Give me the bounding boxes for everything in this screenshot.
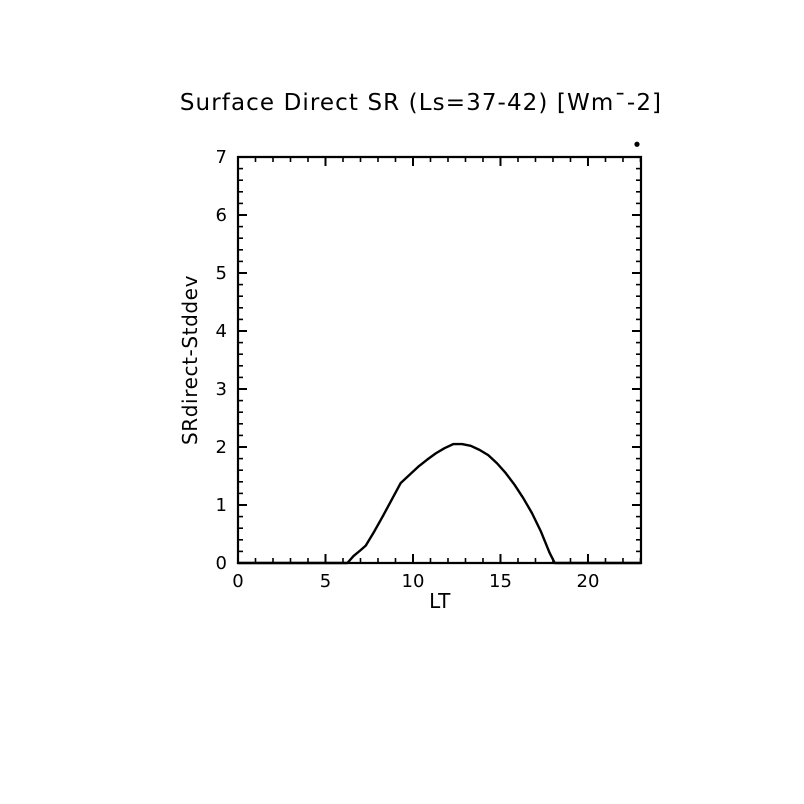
x-axis-label: LT bbox=[429, 589, 451, 613]
x-tick-label: 20 bbox=[577, 571, 600, 592]
y-tick-label: 1 bbox=[216, 495, 227, 516]
y-tick-label: 6 bbox=[216, 205, 227, 226]
stray-mark-dot bbox=[634, 141, 640, 147]
x-tick-label: 0 bbox=[232, 571, 243, 592]
y-axis-label: SRdirect-Stddev bbox=[178, 275, 202, 445]
data-series-line bbox=[236, 442, 643, 565]
y-tick-label: 4 bbox=[216, 321, 227, 342]
y-tick-label: 2 bbox=[216, 437, 227, 458]
chart-title: Surface Direct SR (Ls=37-42) [Wm¯-2] bbox=[180, 90, 662, 116]
y-tick-label: 5 bbox=[216, 263, 227, 284]
x-axis-tick-labels: 0 5 10 15 20 bbox=[232, 571, 599, 592]
data-series-group bbox=[236, 442, 643, 565]
x-tick-label: 15 bbox=[489, 571, 512, 592]
y-tick-label: 3 bbox=[216, 379, 227, 400]
x-tick-label: 5 bbox=[320, 571, 331, 592]
y-tick-label: 7 bbox=[216, 147, 227, 168]
x-tick-label: 10 bbox=[402, 571, 425, 592]
y-axis-tick-labels: 0 1 2 3 4 5 6 7 bbox=[216, 147, 227, 574]
y-tick-label: 0 bbox=[216, 553, 227, 574]
